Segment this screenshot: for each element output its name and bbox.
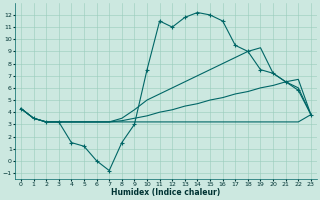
X-axis label: Humidex (Indice chaleur): Humidex (Indice chaleur) (111, 188, 220, 197)
